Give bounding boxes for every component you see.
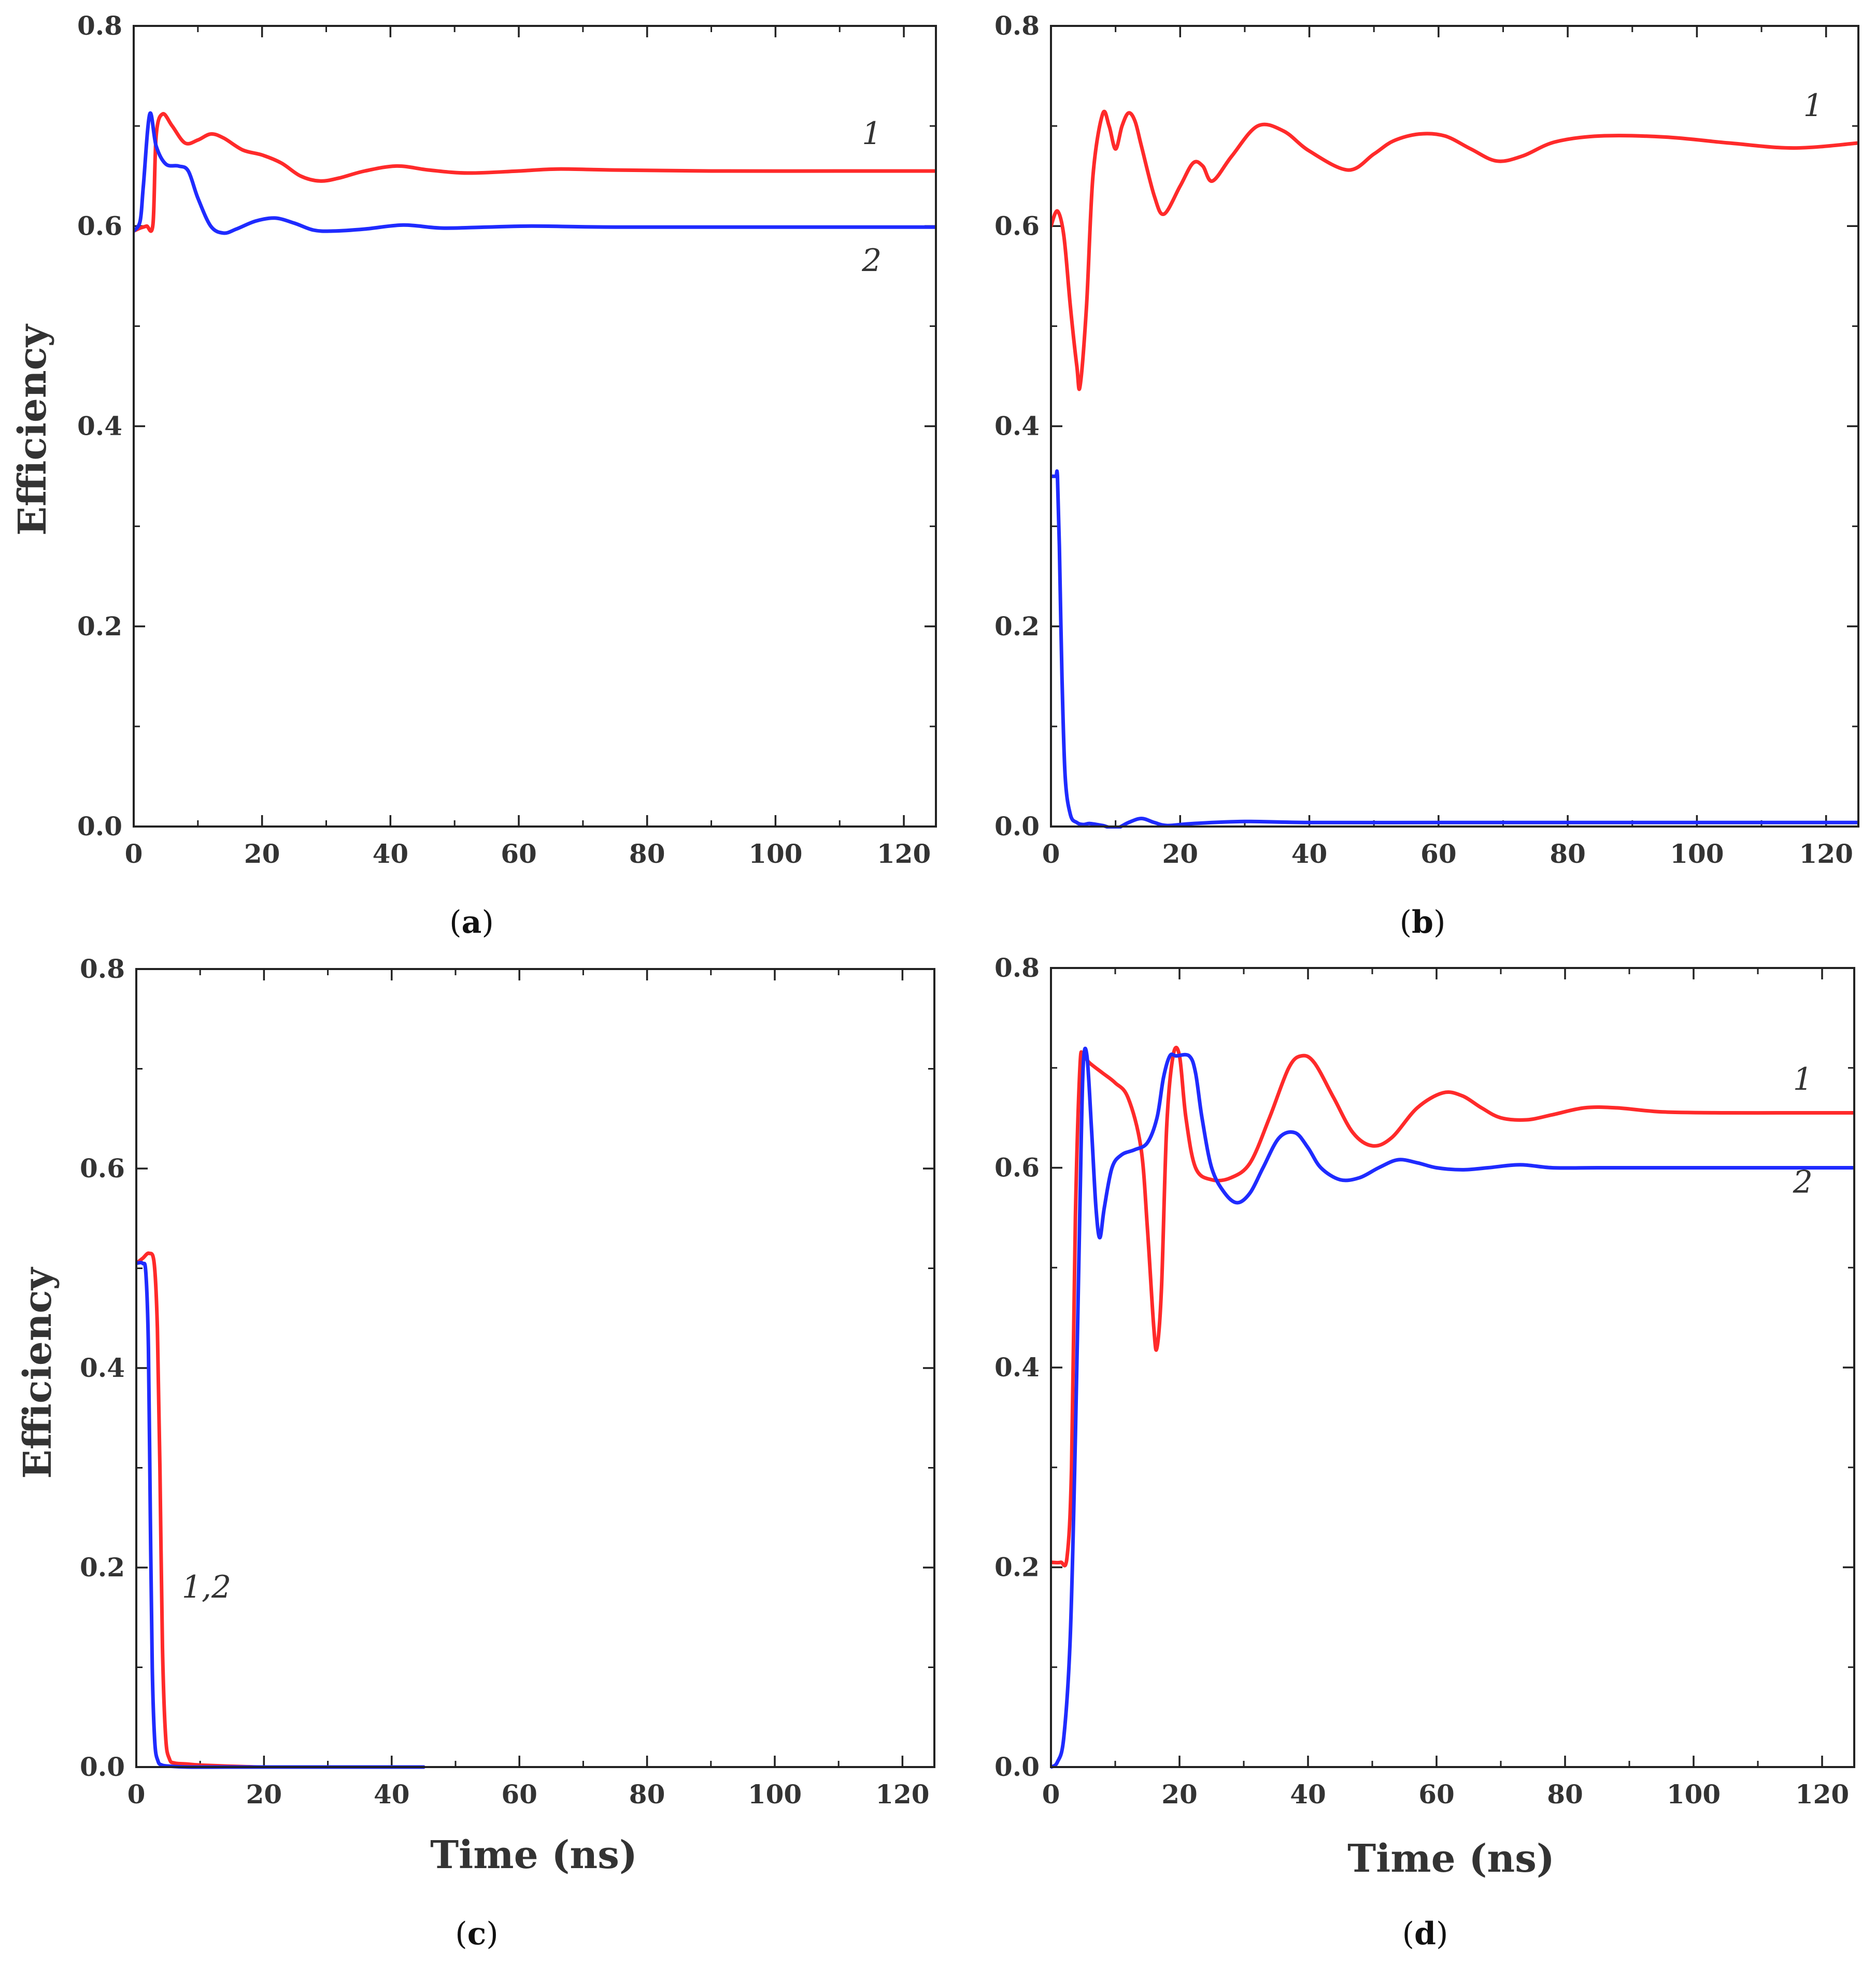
panel-a-x-tick-label: 40	[373, 838, 409, 869]
panel-a-x-tick-label: 80	[629, 838, 665, 869]
panel-a-y-tick-label: 0.2	[77, 611, 122, 642]
panel-d-x-tick-label: 40	[1290, 1779, 1326, 1810]
panel-c-y-tick-label: 0.6	[80, 1153, 125, 1184]
panel-d-y-tick-label: 0.0	[994, 1752, 1040, 1782]
panel-c-x-tick-label: 100	[748, 1779, 802, 1810]
panel-a-x-tick-label: 100	[748, 838, 802, 869]
panel-d-y-tick-label: 0.4	[994, 1352, 1040, 1383]
panel-a-x-tick-label: 20	[244, 838, 280, 869]
panel-d-y-tick-label: 0.8	[994, 952, 1040, 983]
panel-a: Efficiency (a) 0 20 40 60 80 100 120 0.0 0.2 0.4 0…	[10, 10, 937, 941]
panel-b-y-tick-label: 0.2	[994, 611, 1040, 642]
panel-a-x-tick-label: 0	[125, 838, 143, 869]
panel-b-x-tick-label: 80	[1550, 838, 1586, 869]
panel-a-series-1-line	[134, 112, 936, 233]
panel-c-y-axis-title: Efficiency	[16, 1266, 60, 1478]
panel-b-plot-frame	[1050, 25, 1859, 828]
panel-b-series-1-line	[1051, 109, 1858, 391]
panel-d-series-1-line	[1051, 1045, 1854, 1568]
panel-c-plot-frame	[135, 968, 935, 1768]
panel-c-x-tick-label: 60	[501, 1779, 537, 1810]
panel-a-curve-label: 1	[862, 116, 882, 152]
panel-c-x-tick-label: 80	[629, 1779, 665, 1810]
panel-a-y-tick-label: 0.8	[77, 10, 122, 41]
panel-d-series-2-line	[1051, 1046, 1854, 1769]
panel-b-y-tick-label: 0.0	[994, 811, 1040, 842]
panel-a-x-tick-label: 60	[501, 838, 537, 869]
panel-a-plot-frame	[133, 25, 937, 828]
panel-b-x-tick-label: 40	[1291, 838, 1328, 869]
panel-d-x-tick-label: 120	[1795, 1779, 1849, 1810]
panel-d-x-tick-label: 100	[1667, 1779, 1721, 1810]
panel-b-y-tick-label: 0.4	[994, 411, 1040, 442]
panel-b-y-tick-label: 0.8	[994, 10, 1040, 41]
panel-d-y-tick-label: 0.6	[994, 1152, 1040, 1183]
panel-b-x-tick-label: 0	[1042, 838, 1060, 869]
panel-c-x-tick-label: 40	[374, 1779, 410, 1810]
panel-b-curve-label: 1	[1803, 88, 1823, 124]
panel-d-x-tick-label: 80	[1547, 1779, 1583, 1810]
panel-c-x-tick-label: 20	[246, 1779, 282, 1810]
panel-b-x-tick-label: 60	[1420, 838, 1457, 869]
panel-c: Efficiency Time (ns) (c) 0 20 40 60 80 100 120…	[16, 953, 935, 1952]
panel-d-caption: (d)	[1402, 1916, 1448, 1952]
panel-d: Time (ns) (d) 0 20 40 60 80 100 120 0.0 0.2 0.4 0.…	[994, 952, 1855, 1952]
panel-b-x-tick-label: 100	[1670, 838, 1724, 869]
panel-d-y-tick-label: 0.2	[994, 1552, 1040, 1583]
panel-b-x-tick-label: 20	[1162, 838, 1198, 869]
panel-d-x-axis-title: Time (ns)	[1347, 1836, 1555, 1881]
panel-d-x-tick-label: 20	[1161, 1779, 1198, 1810]
panel-d-curve-label: 2	[1793, 1164, 1813, 1201]
panel-a-series-2-line	[134, 111, 936, 235]
panel-c-x-tick-label: 120	[875, 1779, 929, 1810]
panel-b-y-tick-label: 0.6	[994, 210, 1040, 241]
panel-b-caption: (b)	[1400, 904, 1446, 941]
panel-d-plot-frame	[1050, 967, 1855, 1768]
panel-a-y-tick-label: 0.0	[77, 811, 122, 842]
panel-a-y-tick-label: 0.4	[77, 411, 122, 442]
panel-a-caption: (a)	[449, 904, 494, 941]
panel-c-curve-label: 1,2	[182, 1569, 231, 1605]
panel-a-curve-label: 2	[861, 243, 882, 279]
panel-c-x-axis-title: Time (ns)	[430, 1833, 637, 1877]
panel-d-curve-label: 1	[1793, 1061, 1813, 1098]
panel-c-y-tick-label: 0.0	[80, 1752, 125, 1782]
panel-a-y-axis-title: Efficiency	[10, 323, 55, 535]
panel-a-y-tick-label: 0.6	[77, 210, 122, 241]
panel-b-x-tick-label: 120	[1799, 838, 1853, 869]
panel-d-x-tick-label: 60	[1418, 1779, 1455, 1810]
panel-c-y-tick-label: 0.4	[80, 1352, 125, 1383]
panel-c-y-tick-label: 0.2	[80, 1552, 125, 1583]
panel-a-x-tick-label: 120	[877, 838, 931, 869]
panel-c-x-tick-label: 0	[127, 1779, 146, 1810]
panel-c-caption: (c)	[455, 1916, 498, 1952]
panel-d-x-tick-label: 0	[1042, 1779, 1060, 1810]
panel-b: (b) 0 20 40 60 80 100 120 0.0 0.2 0.4 0.6 0.8 1	[994, 10, 1859, 941]
panel-c-y-tick-label: 0.8	[80, 953, 125, 984]
